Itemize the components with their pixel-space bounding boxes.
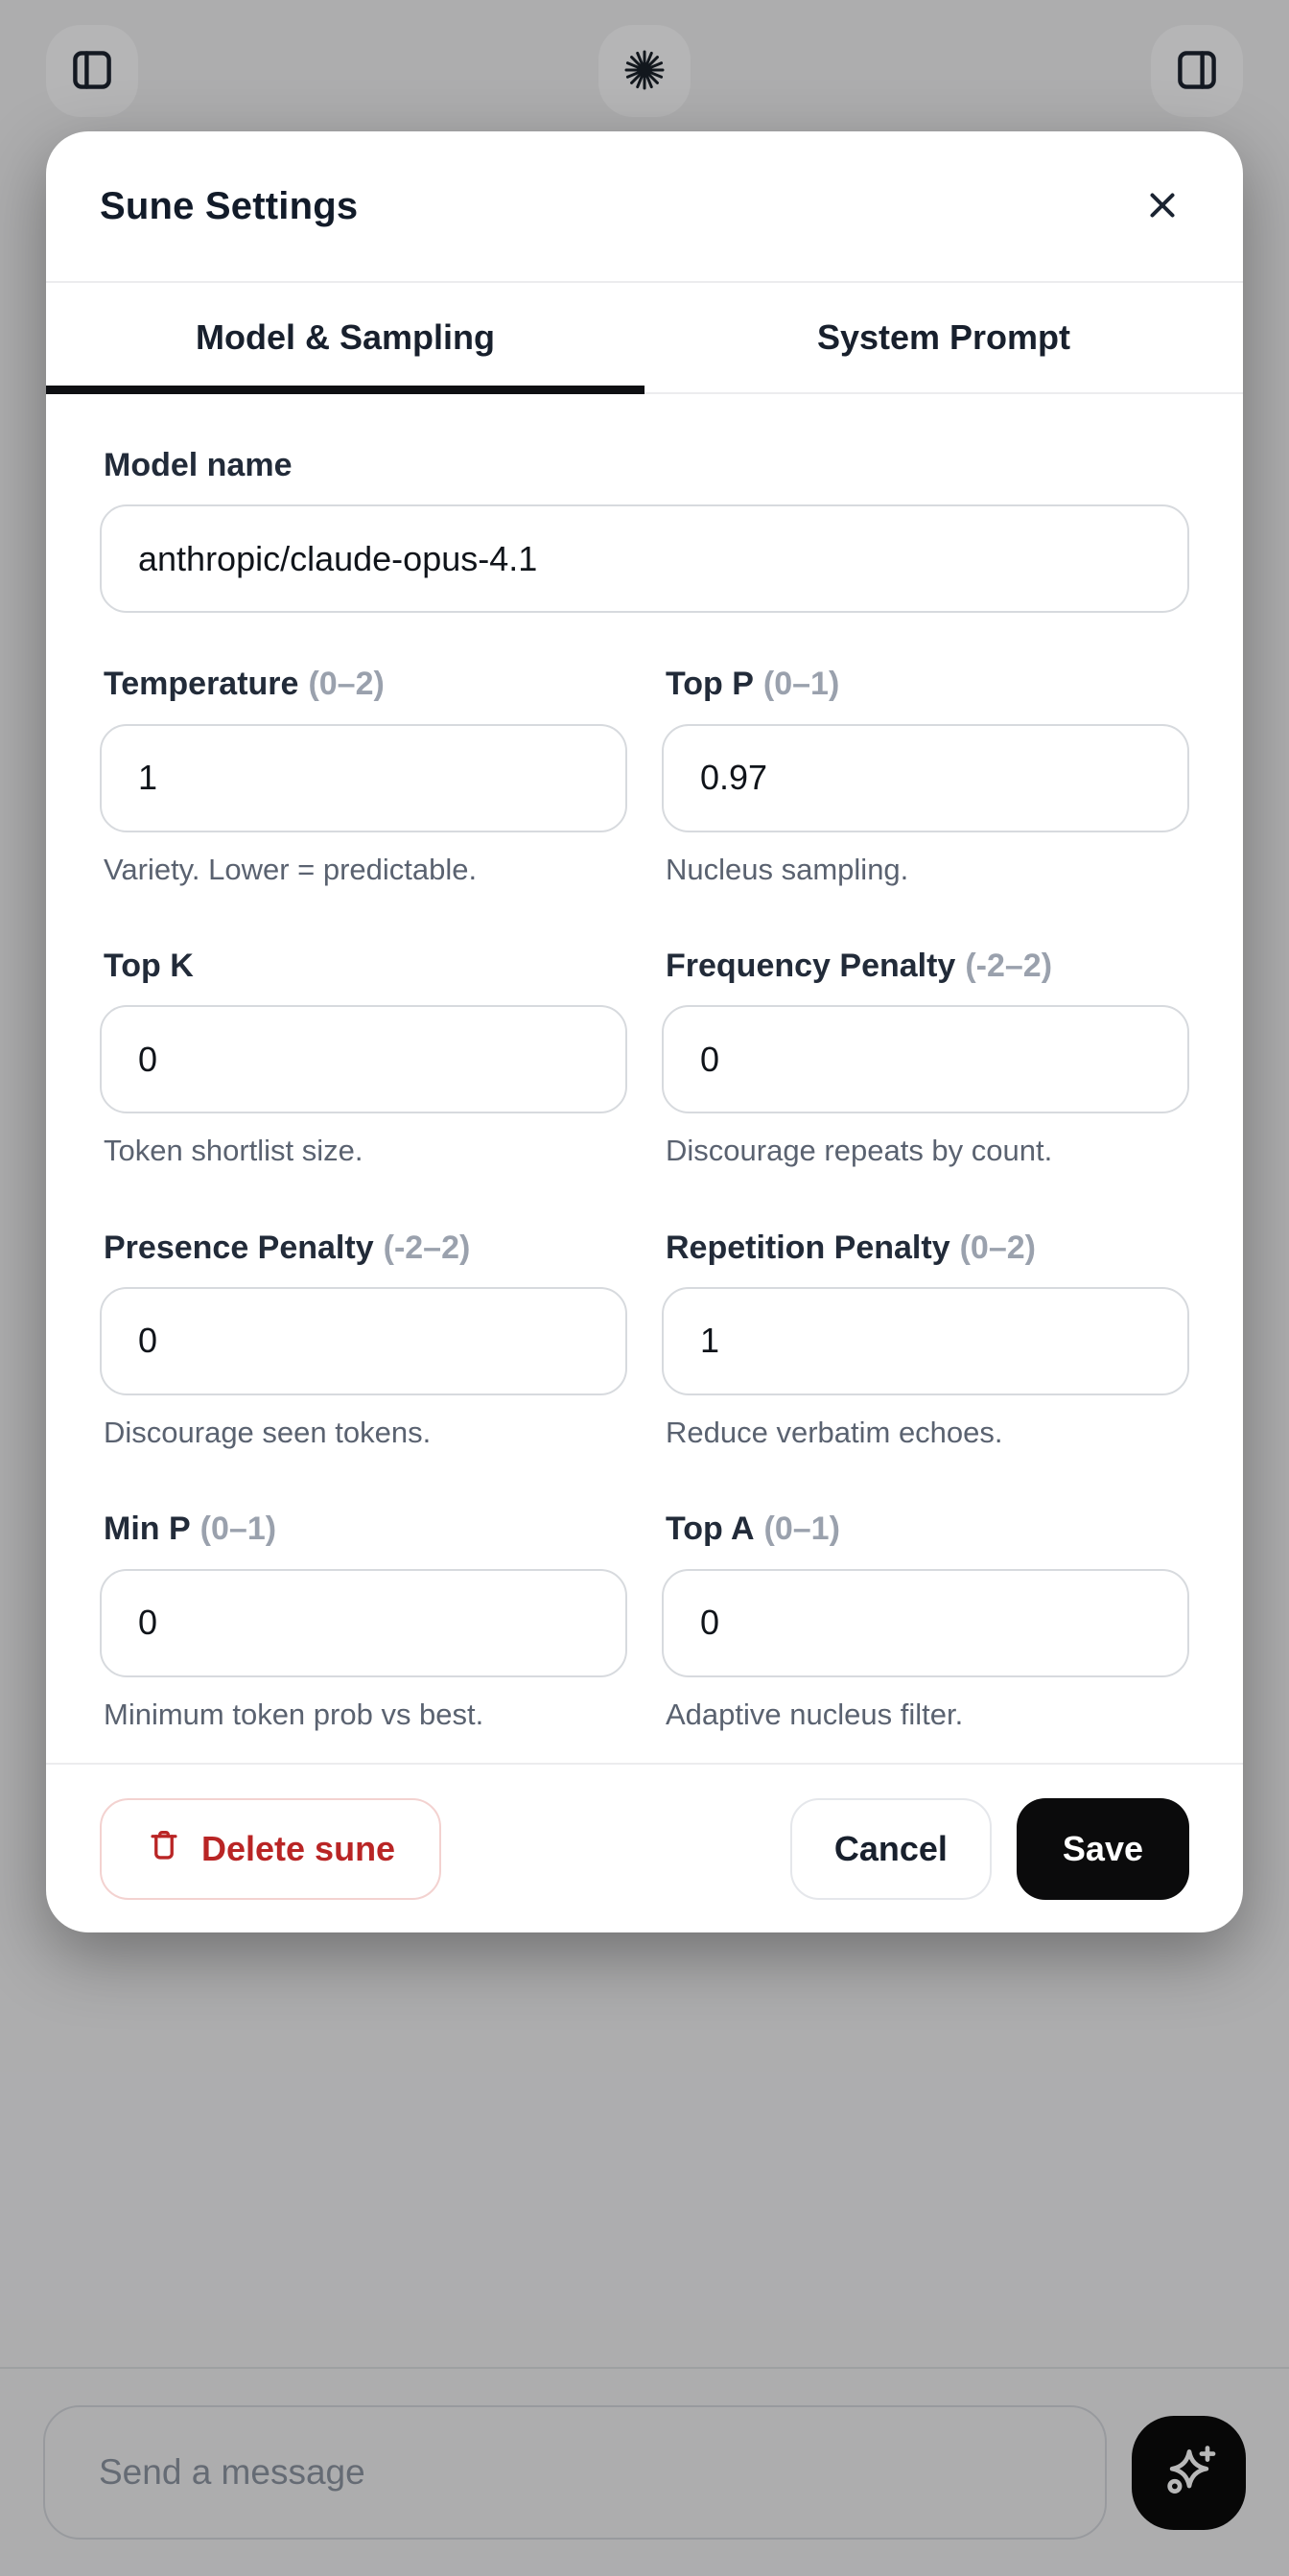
starburst-icon (621, 47, 668, 96)
dialog-content: Model name Temperature(0–2) Variety. Low… (46, 394, 1243, 1763)
frequency-penalty-label: Frequency Penalty (-2–2) (666, 948, 1189, 984)
range-hint: (0–1) (199, 1510, 277, 1548)
range-hint: (0–1) (762, 666, 840, 703)
repetition-penalty-helper: Reduce verbatim echoes. (666, 1415, 1003, 1449)
presence-penalty-label: Presence Penalty (-2–2) (104, 1229, 627, 1266)
model-name-label: Model name (104, 447, 293, 483)
cancel-label: Cancel (833, 1828, 948, 1868)
presence-penalty-input[interactable] (100, 1286, 627, 1395)
presence-penalty-helper: Discourage seen tokens. (104, 1415, 432, 1449)
panel-right-icon (1174, 47, 1220, 96)
top-k-field: Top K Token shortlist size. (100, 948, 627, 1169)
dialog-tab-bar: Model & Sampling System Prompt (46, 283, 1243, 394)
repetition-penalty-field: Repetition Penalty(0–2) Reduce verbatim … (662, 1229, 1189, 1451)
model-name-field: Model name (100, 447, 1189, 614)
min-p-label: Min P (0–1) (104, 1510, 627, 1548)
frequency-penalty-input[interactable] (662, 1005, 1189, 1114)
label-text: Top A (666, 1510, 755, 1548)
parameter-grid: Temperature(0–2) Variety. Lower = predic… (100, 667, 1189, 1731)
dialog-header: Sune Settings (46, 131, 1243, 283)
message-composer (0, 2367, 1289, 2576)
top-a-label: Top A (0–1) (666, 1510, 1189, 1548)
top-a-input[interactable] (662, 1568, 1189, 1677)
repetition-penalty-label: Repetition Penalty (0–2) (666, 1229, 1189, 1266)
label-text: Repetition Penalty (666, 1229, 950, 1266)
label-text: Top K (104, 947, 194, 984)
min-p-input[interactable] (100, 1568, 627, 1677)
sune-settings-dialog: Sune Settings Model & Sampling System Pr… (46, 131, 1243, 1932)
range-hint: (0–2) (959, 1229, 1036, 1266)
label-text: Top P (666, 666, 754, 703)
send-button[interactable] (1132, 2415, 1246, 2530)
repetition-penalty-input[interactable] (662, 1286, 1189, 1395)
label-text: Presence Penalty (104, 1229, 374, 1266)
top-p-label: Top P (0–1) (666, 667, 1189, 702)
top-k-helper: Token shortlist size. (104, 1134, 363, 1168)
save-label: Save (1062, 1828, 1143, 1868)
top-k-input[interactable] (100, 1005, 627, 1114)
min-p-field: Min P(0–1) Minimum token prob vs best. (100, 1510, 627, 1732)
sidebar-left-toggle-button[interactable] (46, 25, 138, 117)
trash-icon (146, 1826, 182, 1871)
dialog-title: Sune Settings (100, 184, 359, 227)
close-icon (1142, 185, 1183, 228)
top-p-helper: Nucleus sampling. (666, 852, 909, 886)
top-bar (0, 0, 1289, 142)
top-k-label: Top K (104, 948, 627, 984)
label-text: Frequency Penalty (666, 947, 956, 984)
frequency-penalty-helper: Discourage repeats by count. (666, 1134, 1053, 1168)
temperature-helper: Variety. Lower = predictable. (104, 852, 478, 886)
tab-model-sampling[interactable]: Model & Sampling (46, 283, 644, 394)
tab-label: System Prompt (816, 317, 1071, 357)
panel-left-icon (69, 47, 115, 96)
min-p-helper: Minimum token prob vs best. (104, 1697, 484, 1731)
presence-penalty-field: Presence Penalty(-2–2) Discourage seen t… (100, 1229, 627, 1451)
new-sune-button[interactable] (598, 25, 691, 117)
top-a-field: Top A(0–1) Adaptive nucleus filter. (662, 1510, 1189, 1732)
footer-actions: Cancel Save (789, 1797, 1189, 1900)
label-text: Temperature (104, 666, 299, 703)
model-name-input[interactable] (100, 504, 1189, 614)
temperature-field: Temperature(0–2) Variety. Lower = predic… (100, 667, 627, 887)
save-button[interactable]: Save (1016, 1797, 1189, 1900)
temperature-input[interactable] (100, 723, 627, 832)
top-p-field: Top P(0–1) Nucleus sampling. (662, 667, 1189, 887)
sidebar-right-toggle-button[interactable] (1151, 25, 1243, 117)
tab-label: Model & Sampling (195, 317, 495, 357)
range-hint: (0–2) (308, 666, 385, 703)
top-a-helper: Adaptive nucleus filter. (666, 1697, 964, 1731)
top-p-input[interactable] (662, 723, 1189, 832)
range-hint: (-2–2) (383, 1229, 471, 1266)
message-input[interactable] (43, 2405, 1107, 2540)
sparkle-plus-icon (1158, 2440, 1221, 2506)
tab-system-prompt[interactable]: System Prompt (644, 283, 1243, 392)
temperature-label: Temperature (0–2) (104, 667, 627, 702)
range-hint: (-2–2) (965, 947, 1053, 984)
close-button[interactable] (1136, 179, 1189, 233)
label-text: Min P (104, 1510, 191, 1548)
delete-sune-label: Delete sune (201, 1828, 396, 1868)
cancel-button[interactable]: Cancel (789, 1797, 992, 1900)
dialog-footer: Delete sune Cancel Save (46, 1763, 1243, 1932)
frequency-penalty-field: Frequency Penalty(-2–2) Discourage repea… (662, 948, 1189, 1169)
range-hint: (0–1) (763, 1510, 840, 1548)
delete-sune-button[interactable]: Delete sune (100, 1797, 442, 1900)
